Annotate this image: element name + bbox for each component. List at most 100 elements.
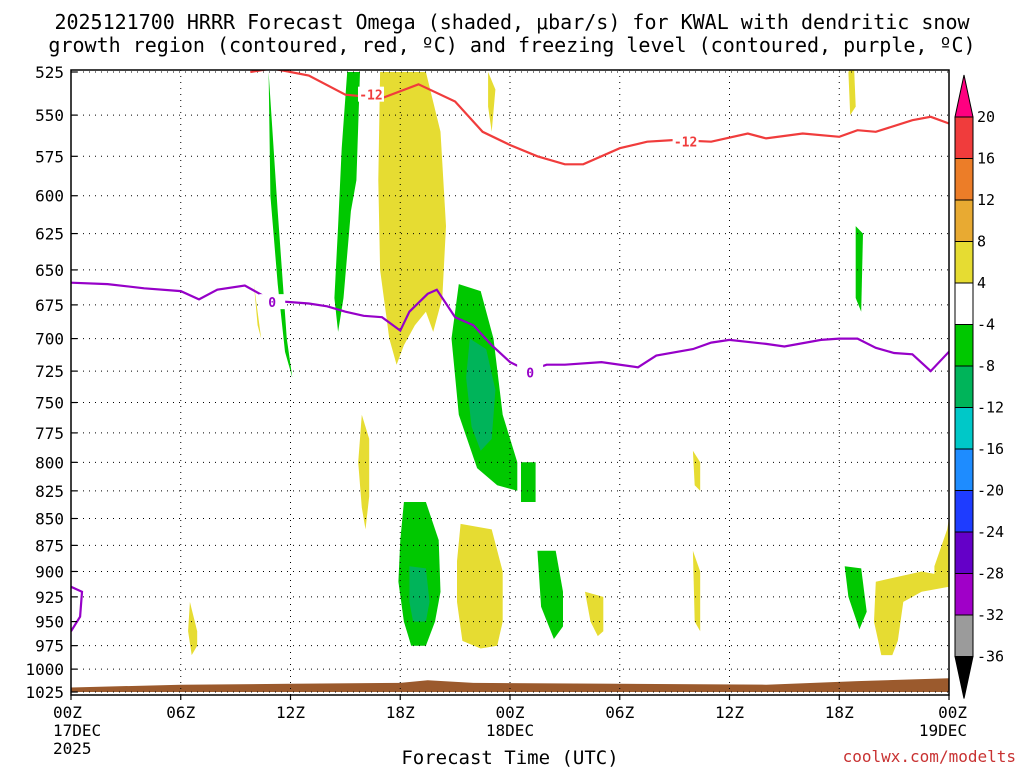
x-tick-date-label: 19DEC [919, 721, 967, 740]
y-tick-label: 800 [35, 453, 64, 472]
omega-region [521, 462, 536, 502]
y-tick-label: 550 [35, 106, 64, 125]
colorbar-label: 16 [977, 150, 995, 168]
y-tick-label: 625 [35, 225, 64, 244]
colorbar-label: -32 [977, 606, 1004, 624]
omega-region [409, 566, 430, 622]
colorbar-segment [954, 241, 974, 284]
omega-region [874, 571, 949, 656]
omega-region [844, 566, 867, 630]
colorbar: 20 16 12 8 4 -4 -8 -12 -16 -20 -24 -28 -32 -36 [954, 74, 1004, 699]
x-tick-label: 18Z [825, 703, 854, 722]
y-tick-label: 725 [35, 362, 64, 381]
y-tick-label: 825 [35, 482, 64, 501]
x-tick-label: 06Z [166, 703, 195, 722]
colorbar-label: -20 [977, 482, 1004, 500]
colorbar-segment [954, 116, 974, 159]
terrain-layer [71, 678, 949, 692]
y-tick-label: 1000 [25, 660, 64, 679]
x-tick-label: 18Z [386, 703, 415, 722]
y-tick-label: 875 [35, 536, 64, 555]
contour-label-bg [357, 86, 384, 102]
x-tick-label: 00Z [938, 703, 967, 722]
x-tick-label: 00Z [496, 703, 525, 722]
y-tick-label: 700 [35, 330, 64, 349]
contour-label: 0 [268, 296, 276, 311]
colorbar-label: -8 [977, 357, 995, 375]
colorbar-segment [954, 490, 974, 533]
colorbar-bottom-arrow [954, 656, 974, 699]
omega-region [457, 523, 503, 649]
colorbar-label: 8 [977, 233, 986, 251]
omega-region [466, 338, 496, 451]
omega-region [268, 72, 293, 378]
colorbar-segment [954, 282, 974, 325]
colorbar-segment [954, 199, 974, 242]
colorbar-segment [954, 448, 974, 491]
contour-label-bg [517, 364, 544, 380]
x-axis-title: Forecast Time (UTC) [401, 747, 618, 768]
y-tick-label: 650 [35, 261, 64, 280]
colorbar-label: 20 [977, 108, 995, 126]
y-tick-label: 900 [35, 562, 64, 581]
omega-region [934, 518, 949, 587]
y-tick-label: 750 [35, 394, 64, 413]
omega-region [358, 414, 370, 530]
omega-shaded-regions [188, 70, 949, 656]
contour-label-bg [672, 133, 699, 149]
colorbar-label: 12 [977, 191, 995, 209]
y-tick-label: 775 [35, 424, 64, 443]
omega-region [855, 226, 863, 312]
colorbar-top-arrow [954, 74, 974, 118]
colorbar-segment [954, 324, 974, 367]
colorbar-segment [954, 365, 974, 408]
contour-lines: -12 -12 0 0 [71, 70, 949, 632]
omega-region [488, 72, 496, 132]
y-tick-label: 575 [35, 147, 64, 166]
colorbar-label: -16 [977, 440, 1004, 458]
y-axis: 525 550 575 600 625 650 675 700 725 750 775 800 825 8… [25, 63, 77, 702]
freezing-level-contour [71, 281, 949, 373]
x-tick-year-label: 2025 [53, 739, 92, 758]
colorbar-segment [954, 614, 974, 657]
credit-text: coolwx.com/modelts [843, 747, 1016, 766]
colorbar-segment [954, 531, 974, 574]
y-tick-label: 925 [35, 588, 64, 607]
y-tick-label: 975 [35, 637, 64, 656]
colorbar-label: -24 [977, 523, 1004, 541]
contour-label-bg [259, 294, 286, 310]
omega-region [537, 550, 563, 639]
freezing-level-contour-edge [71, 585, 84, 632]
y-tick-label: 675 [35, 296, 64, 315]
y-tick-label: 1025 [25, 683, 64, 702]
x-tick-label: 12Z [715, 703, 744, 722]
chart-title-line2: growth region (contoured, red, ºC) and f… [48, 33, 975, 57]
colorbar-label: -28 [977, 565, 1004, 583]
colorbar-segment [954, 158, 974, 201]
contour-label: -12 [674, 136, 697, 151]
omega-region [378, 72, 446, 365]
x-tick-label: 12Z [276, 703, 305, 722]
y-tick-label: 850 [35, 510, 64, 529]
omega-region [692, 450, 701, 491]
omega-region [253, 284, 262, 339]
x-tick-date-label: 18DEC [486, 721, 534, 740]
colorbar-segment [954, 573, 974, 616]
colorbar-label: -12 [977, 399, 1004, 417]
contour-label: -12 [359, 89, 382, 104]
x-tick-label: 00Z [53, 703, 82, 722]
y-tick-label: 525 [35, 63, 64, 82]
y-tick-label: 950 [35, 613, 64, 632]
omega-region [334, 72, 360, 332]
x-tick-date-label: 17DEC [53, 721, 101, 740]
colorbar-label: -36 [977, 648, 1004, 666]
colorbar-label: 4 [977, 274, 986, 292]
omega-region [692, 550, 701, 632]
terrain-band [71, 678, 949, 692]
omega-region [848, 70, 856, 116]
chart-title-line1: 2025121700 HRRR Forecast Omega (shaded, … [54, 10, 970, 34]
colorbar-label: -4 [977, 316, 995, 334]
y-tick-label: 600 [35, 187, 64, 206]
